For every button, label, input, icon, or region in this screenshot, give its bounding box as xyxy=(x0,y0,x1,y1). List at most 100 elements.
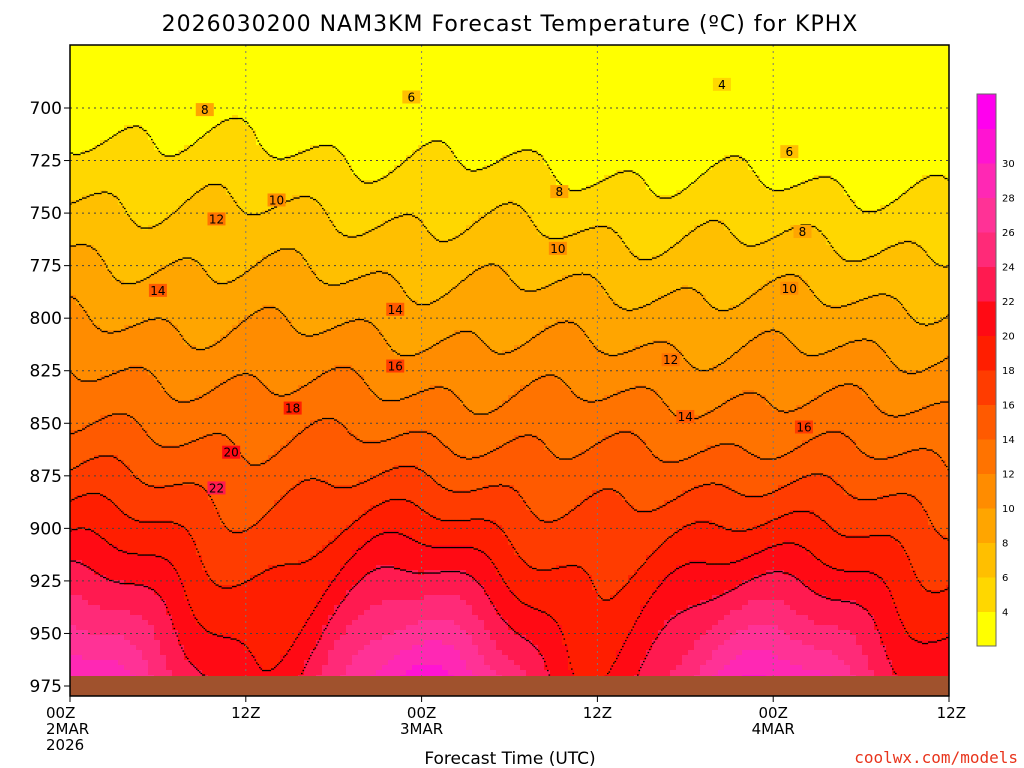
temperature-cell xyxy=(358,145,365,151)
temperature-cell xyxy=(304,170,311,176)
temperature-cell xyxy=(406,150,413,156)
temperature-cell xyxy=(682,135,689,141)
temperature-cell xyxy=(340,100,347,106)
temperature-cell xyxy=(916,145,923,151)
temperature-cell xyxy=(694,65,701,71)
temperature-cell xyxy=(700,125,707,131)
temperature-cell xyxy=(370,165,377,171)
temperature-cell xyxy=(694,185,701,191)
temperature-cell xyxy=(70,115,77,121)
temperature-cell xyxy=(502,195,509,201)
temperature-cell xyxy=(76,110,83,116)
temperature-cell xyxy=(220,135,227,141)
temperature-cell xyxy=(616,140,623,146)
temperature-cell xyxy=(910,95,917,101)
temperature-cell xyxy=(490,70,497,76)
temperature-cell xyxy=(514,140,521,146)
temperature-cell xyxy=(118,55,125,61)
temperature-cell xyxy=(748,65,755,71)
temperature-cell xyxy=(268,130,275,136)
temperature-cell xyxy=(838,140,845,146)
temperature-cell xyxy=(352,80,359,86)
temperature-cell xyxy=(226,45,233,51)
temperature-cell xyxy=(424,125,431,131)
temperature-cell xyxy=(412,65,419,71)
temperature-cell xyxy=(874,135,881,141)
temperature-cell xyxy=(70,155,77,161)
temperature-cell xyxy=(346,140,353,146)
temperature-cell xyxy=(700,50,707,56)
temperature-cell xyxy=(820,170,827,176)
temperature-cell xyxy=(310,75,317,81)
temperature-cell xyxy=(256,185,263,191)
temperature-cell xyxy=(460,60,467,66)
temperature-cell xyxy=(892,45,899,51)
temperature-cell xyxy=(400,75,407,81)
temperature-cell xyxy=(688,50,695,56)
temperature-cell xyxy=(136,155,143,161)
temperature-cell xyxy=(934,165,941,171)
temperature-cell xyxy=(856,120,863,126)
temperature-cell xyxy=(820,150,827,156)
temperature-cell xyxy=(76,205,83,211)
temperature-cell xyxy=(322,70,329,76)
temperature-cell xyxy=(796,65,803,71)
temperature-cell xyxy=(88,125,95,131)
temperature-cell xyxy=(502,200,509,206)
temperature-cell xyxy=(508,180,515,186)
temperature-cell xyxy=(94,200,101,206)
temperature-cell xyxy=(220,45,227,51)
temperature-cell xyxy=(160,200,167,206)
temperature-cell xyxy=(268,185,275,191)
temperature-cell xyxy=(88,100,95,106)
temperature-cell xyxy=(256,175,263,181)
temperature-cell xyxy=(916,65,923,71)
temperature-cell xyxy=(568,55,575,61)
temperature-cell xyxy=(130,85,137,91)
temperature-cell xyxy=(502,80,509,86)
temperature-cell xyxy=(616,85,623,91)
temperature-cell xyxy=(430,110,437,116)
temperature-cell xyxy=(244,100,251,106)
temperature-cell xyxy=(916,205,923,211)
temperature-cell xyxy=(766,155,773,161)
temperature-cell xyxy=(892,95,899,101)
temperature-cell xyxy=(868,75,875,81)
temperature-cell xyxy=(826,50,833,56)
temperature-cell xyxy=(352,200,359,206)
temperature-cell xyxy=(76,155,83,161)
temperature-cell xyxy=(904,180,911,186)
temperature-cell xyxy=(466,70,473,76)
temperature-cell xyxy=(706,185,713,191)
temperature-cell xyxy=(370,85,377,91)
temperature-cell xyxy=(388,50,395,56)
temperature-cell xyxy=(364,45,371,51)
temperature-cell xyxy=(670,75,677,81)
temperature-cell xyxy=(382,80,389,86)
temperature-cell xyxy=(760,170,767,176)
temperature-cell xyxy=(172,100,179,106)
temperature-cell xyxy=(724,135,731,141)
temperature-cell xyxy=(784,85,791,91)
temperature-cell xyxy=(184,70,191,76)
temperature-cell xyxy=(514,90,521,96)
temperature-cell xyxy=(478,55,485,61)
temperature-cell xyxy=(364,85,371,91)
temperature-cell xyxy=(682,165,689,171)
temperature-cell xyxy=(904,135,911,141)
temperature-cell xyxy=(100,180,107,186)
temperature-cell xyxy=(76,50,83,56)
temperature-cell xyxy=(184,55,191,61)
temperature-cell xyxy=(832,205,839,211)
temperature-cell xyxy=(424,195,431,201)
temperature-cell xyxy=(784,170,791,176)
temperature-cell xyxy=(280,175,287,181)
temperature-cell xyxy=(76,60,83,66)
temperature-cell xyxy=(364,155,371,161)
temperature-cell xyxy=(844,65,851,71)
temperature-cell xyxy=(142,85,149,91)
temperature-cell xyxy=(838,170,845,176)
temperature-cell xyxy=(436,100,443,106)
temperature-cell xyxy=(730,115,737,121)
temperature-cell xyxy=(142,75,149,81)
